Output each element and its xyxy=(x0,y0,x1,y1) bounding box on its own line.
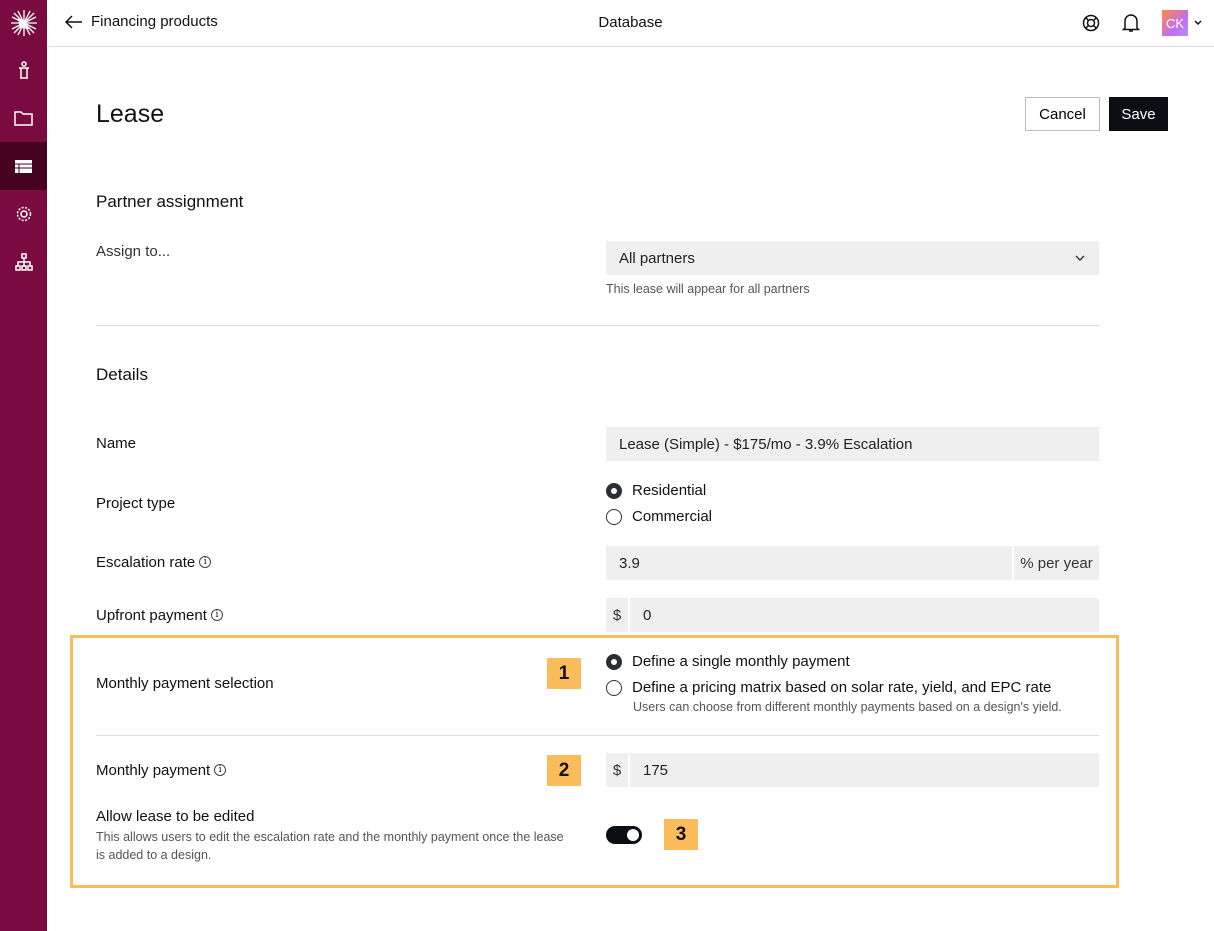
allow-edit-help: This allows users to edit the escalation… xyxy=(96,830,564,862)
info-icon[interactable]: i xyxy=(214,764,227,776)
radio-residential[interactable]: Residential xyxy=(606,482,706,499)
radio-selected-icon xyxy=(606,653,622,670)
back-label: Financing products xyxy=(91,13,218,30)
name-label: Name xyxy=(96,435,137,452)
database-icon xyxy=(15,159,32,173)
radio-label: Commercial xyxy=(632,508,713,525)
allow-edit-toggle[interactable] xyxy=(606,826,642,844)
escalation-rate-label: Escalation rate i xyxy=(96,554,212,571)
info-icon[interactable]: i xyxy=(199,556,212,568)
highlight-box xyxy=(70,635,1119,888)
avatar: CK xyxy=(1162,10,1188,36)
radio-label: Residential xyxy=(632,482,707,499)
escalation-unit: % per year xyxy=(1014,546,1099,580)
radio-commercial[interactable]: Commercial xyxy=(606,508,712,525)
cancel-button[interactable]: Cancel xyxy=(1025,97,1100,131)
assign-to-value: All partners xyxy=(619,249,695,267)
assign-to-select[interactable]: All partners xyxy=(606,241,1099,275)
arrow-left-icon xyxy=(65,14,82,29)
sidebar-item-settings[interactable] xyxy=(0,190,47,238)
help-lifebuoy-icon[interactable] xyxy=(1082,14,1100,32)
divider xyxy=(96,325,1099,326)
radio-unselected-icon xyxy=(606,679,622,696)
callout-badge-1: 1 xyxy=(547,658,581,689)
upfront-payment-input[interactable]: 0 xyxy=(630,598,1099,632)
assign-to-label: Assign to... xyxy=(96,243,171,260)
sidebar-item-database[interactable] xyxy=(0,142,47,190)
divider xyxy=(96,735,1099,736)
page-title: Lease xyxy=(96,100,165,128)
assign-help: This lease will appear for all partners xyxy=(606,282,810,296)
name-input[interactable]: Lease (Simple) - $175/mo - 3.9% Escalati… xyxy=(606,427,1099,461)
radio-label: Define a single monthly payment xyxy=(632,653,850,670)
logo-icon[interactable] xyxy=(0,0,47,46)
monthly-payment-label: Monthly payment i xyxy=(96,762,227,779)
callout-badge-3: 3 xyxy=(664,819,698,850)
callout-badge-2: 2 xyxy=(547,755,581,786)
chevron-down-icon xyxy=(1194,20,1202,26)
bell-icon[interactable] xyxy=(1122,13,1140,33)
project-type-label: Project type xyxy=(96,495,176,512)
allow-edit-label: Allow lease to be edited xyxy=(96,808,255,825)
monthly-payment-input[interactable]: 175 xyxy=(630,753,1099,787)
upfront-payment-label: Upfront payment i xyxy=(96,607,223,624)
sidebar-item-people[interactable] xyxy=(0,46,47,94)
org-chart-icon xyxy=(14,253,33,271)
upfront-prefix: $ xyxy=(606,598,628,632)
person-icon xyxy=(18,61,29,79)
info-icon[interactable]: i xyxy=(210,609,223,621)
monthly-prefix: $ xyxy=(606,753,628,787)
details-heading: Details xyxy=(96,365,148,384)
header-title: Database xyxy=(598,14,663,31)
sidebar-item-projects[interactable] xyxy=(0,94,47,142)
radio-single-payment[interactable]: Define a single monthly payment xyxy=(606,653,850,670)
sidebar-item-organization[interactable] xyxy=(0,238,47,286)
gear-icon xyxy=(16,206,31,222)
back-link[interactable]: Financing products xyxy=(65,13,218,30)
chevron-down-icon xyxy=(1075,255,1085,261)
sidebar xyxy=(0,0,47,931)
escalation-rate-input[interactable]: 3.9 xyxy=(606,546,1012,580)
pricing-matrix-help: Users can choose from different monthly … xyxy=(633,700,1062,714)
partner-assignment-heading: Partner assignment xyxy=(96,192,244,211)
radio-pricing-matrix[interactable]: Define a pricing matrix based on solar r… xyxy=(606,679,1051,696)
radio-label: Define a pricing matrix based on solar r… xyxy=(632,679,1052,696)
save-button[interactable]: Save xyxy=(1109,97,1168,131)
folder-icon xyxy=(14,110,33,126)
monthly-selection-label: Monthly payment selection xyxy=(96,675,274,692)
radio-selected-icon xyxy=(606,482,622,499)
top-header: Financing products Database CK xyxy=(47,0,1214,47)
radio-unselected-icon xyxy=(606,508,622,525)
user-menu[interactable]: CK xyxy=(1162,10,1202,36)
